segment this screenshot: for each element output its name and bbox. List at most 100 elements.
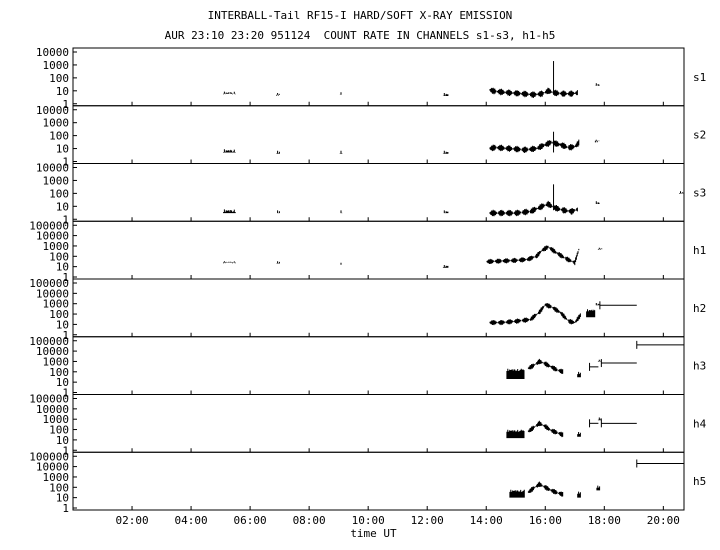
data-burst [276,150,280,154]
y-tick-label: 1000 [43,240,70,253]
panel-frame-h3 [72,336,685,395]
y-tick-label: 10000 [36,461,69,474]
y-tick-label: 100 [49,130,69,143]
data-burst [442,150,449,154]
x-tick-label: 06:00 [234,514,267,527]
y-tick-label: 10 [56,492,69,505]
y-tick-label: 1 [62,271,69,284]
y-tick-label: 1 [62,444,69,457]
y-tick-label: 100000 [29,219,69,232]
data-burst [597,417,602,421]
x-tick-label: 14:00 [470,514,503,527]
data-burst [339,150,343,154]
y-tick-label: 1 [62,213,69,226]
series-label-h1: h1 [693,244,706,257]
data-burst [596,485,601,491]
series-label-s2: s2 [693,129,706,142]
x-tick-label: 16:00 [529,514,562,527]
y-tick-label: 1000 [43,355,70,368]
data-trace [486,245,580,266]
data-burst [223,261,236,264]
data-burst [443,210,449,214]
data-burst [442,265,449,268]
data-burst [340,262,343,265]
series-label-h4: h4 [693,417,707,430]
x-tick-label: 18:00 [588,514,621,527]
data-trace [527,358,564,374]
data-burst [223,209,236,214]
y-tick-label: 1000 [43,59,70,72]
y-tick-label: 100000 [29,277,69,290]
x-tick-label: 12:00 [411,514,444,527]
y-tick-label: 100 [49,366,69,379]
y-tick-label: 100000 [29,335,69,348]
y-tick-label: 1 [62,156,69,169]
x-tick-label: 10:00 [352,514,385,527]
y-tick-label: 10000 [36,287,69,300]
series-label-h5: h5 [693,475,706,488]
data-burst [577,432,581,437]
data-burst [597,359,602,362]
chart-subtitle: AUR 23:10 23:20 951124 COUNT RATE IN CHA… [164,29,556,42]
x-tick-label: 08:00 [293,514,326,527]
y-tick-label: 1 [62,502,69,515]
panel-frame-h1 [72,220,685,280]
y-tick-label: 10 [56,261,69,274]
data-trace [527,481,564,497]
series-label-s3: s3 [693,186,706,199]
data-burst [597,247,603,250]
y-tick-label: 100 [49,187,69,200]
data-burst [340,210,343,214]
y-tick-label: 1000 [43,413,70,426]
x-axis-label: time UT [350,527,397,540]
data-trace [489,303,581,326]
y-tick-label: 10000 [36,46,69,59]
y-tick-label: 1 [62,329,69,342]
series-label-h2: h2 [693,302,706,315]
data-burst [506,368,525,379]
x-tick-label: 20:00 [647,514,680,527]
y-tick-label: 100 [49,308,69,321]
data-burst [277,210,280,214]
y-tick-label: 100 [49,72,69,85]
x-tick-label: 02:00 [115,514,148,527]
data-burst [223,91,236,95]
data-trace [489,200,578,217]
data-burst [594,303,600,306]
y-tick-label: 1000 [43,117,70,130]
data-burst [276,93,280,96]
y-tick-label: 10000 [36,230,69,243]
y-tick-label: 1000 [43,298,70,311]
x-tick-label: 04:00 [175,514,208,527]
y-tick-label: 10000 [36,403,69,416]
data-burst [442,93,449,96]
data-burst [594,83,600,86]
y-tick-label: 100000 [29,450,69,463]
y-tick-label: 10 [56,318,69,331]
y-tick-label: 1 [62,98,69,111]
y-tick-label: 100 [49,481,69,494]
data-burst [586,309,596,318]
y-tick-label: 1000 [43,174,70,187]
y-tick-label: 10 [56,376,69,389]
data-burst [594,139,600,143]
data-burst [509,489,525,498]
data-trace [489,139,580,153]
data-burst [506,429,525,439]
data-burst [577,371,581,378]
panel-frame-h5 [72,451,685,511]
data-burst [223,149,236,153]
series-label-h3: h3 [693,360,706,373]
data-burst [595,201,600,204]
panel-frame-s2 [72,105,685,164]
y-tick-label: 100 [49,424,69,437]
y-tick-label: 1 [62,387,69,400]
y-tick-label: 10000 [36,162,69,175]
y-tick-label: 10000 [36,345,69,358]
y-tick-label: 100 [49,250,69,263]
panel-frame-s1 [72,47,685,107]
panel-frame-s3 [72,163,685,222]
data-burst [679,191,684,194]
data-burst [339,92,342,95]
